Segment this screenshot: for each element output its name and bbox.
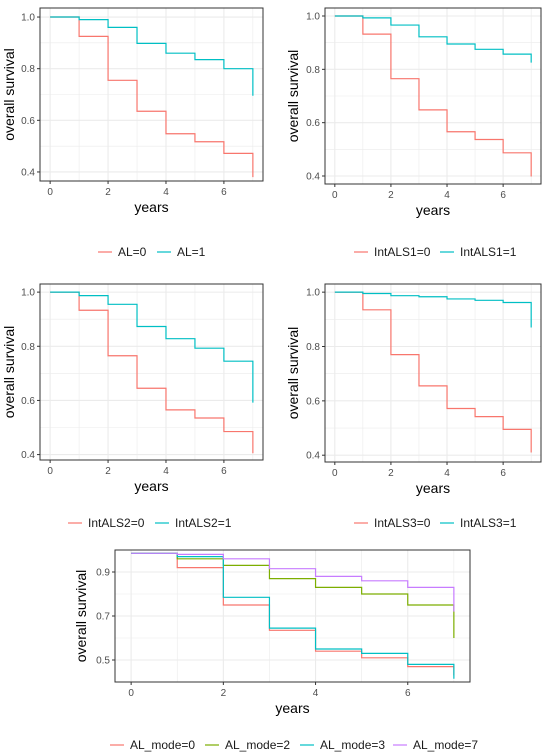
y-tick-label: 0.8 <box>21 64 35 75</box>
y-tick-label: 0.9 <box>96 568 110 579</box>
legend-label: IntALS1=0 <box>374 245 431 259</box>
y-tick-label: 0.4 <box>306 451 320 462</box>
y-tick-label: 1.0 <box>306 12 320 23</box>
series-line-4 <box>131 552 455 612</box>
legend-label: IntALS1=1 <box>460 245 517 259</box>
y-tick-label: 0.8 <box>21 342 35 353</box>
y-axis-label: overall survival <box>1 48 17 141</box>
plot-frame <box>39 283 264 461</box>
x-axis-label: years <box>416 202 450 218</box>
y-tick-label: 0.4 <box>21 167 35 178</box>
y-tick-label: 1.0 <box>21 288 35 299</box>
y-axis-label: overall survival <box>285 50 301 143</box>
y-tick-label: 0.6 <box>306 118 320 129</box>
y-tick-label: 0.6 <box>21 396 35 407</box>
series-line-3 <box>131 552 455 679</box>
series-line-1 <box>334 291 532 453</box>
x-tick-label: 0 <box>47 187 53 198</box>
chart-panel-4: 0 2 4 6 0.4 0.6 0.8 1.0 years overall survival Int… <box>285 283 542 530</box>
y-axis-label: overall survival <box>73 570 89 663</box>
series-line-1 <box>50 16 254 178</box>
x-tick-label: 6 <box>221 466 227 477</box>
x-tick-label: 4 <box>444 468 450 479</box>
series-line-1 <box>50 291 254 454</box>
y-tick-label: 1.0 <box>306 288 320 299</box>
x-tick-label: 0 <box>128 688 134 699</box>
legend-label: AL_mode=0 <box>130 738 195 752</box>
legend-label: AL_mode=3 <box>320 738 385 752</box>
x-axis-label: years <box>134 478 168 494</box>
x-axis-label: years <box>275 700 309 716</box>
x-tick-label: 2 <box>388 468 394 479</box>
y-tick-label: 0.8 <box>306 65 320 76</box>
y-tick-label: 0.6 <box>21 116 35 127</box>
legend-label: AL=1 <box>177 245 206 259</box>
chart-panel-5: 0 2 4 6 0.5 0.7 0.9 years overall survival AL_mod… <box>73 549 478 752</box>
legend-label: AL_mode=7 <box>413 738 478 752</box>
legend-label: AL_mode=2 <box>225 738 290 752</box>
x-tick-label: 2 <box>221 688 227 699</box>
y-tick-label: 0.8 <box>306 342 320 353</box>
chart-panel-2: 0 2 4 6 0.4 0.6 0.8 1.0 years overall survival Int… <box>285 7 542 259</box>
x-tick-label: 4 <box>444 190 450 201</box>
x-tick-label: 6 <box>405 688 411 699</box>
x-tick-label: 6 <box>500 468 506 479</box>
x-tick-label: 4 <box>163 187 169 198</box>
series-line-2 <box>50 16 254 96</box>
y-tick-label: 0.6 <box>306 396 320 407</box>
y-tick-label: 0.4 <box>306 172 320 183</box>
legend-label: IntALS3=0 <box>374 516 431 530</box>
legend-label: IntALS3=1 <box>460 516 517 530</box>
x-tick-label: 6 <box>500 190 506 201</box>
series-line-2 <box>50 291 254 403</box>
x-tick-label: 2 <box>388 190 394 201</box>
chart-panel-1: 0 2 4 6 0.4 0.6 0.8 1.0 years overall survival AL=… <box>1 7 264 259</box>
series-line-2 <box>334 291 532 328</box>
x-tick-label: 0 <box>332 190 338 201</box>
plot-frame <box>39 7 264 182</box>
y-tick-label: 0.5 <box>96 656 110 667</box>
x-tick-label: 0 <box>47 466 53 477</box>
y-tick-label: 0.4 <box>21 450 35 461</box>
series-line-1 <box>334 15 532 177</box>
x-tick-label: 0 <box>332 468 338 479</box>
plot-frame <box>324 283 542 463</box>
x-axis-label: years <box>416 480 450 496</box>
legend-label: IntALS2=1 <box>175 516 232 530</box>
series-line-2 <box>131 552 455 638</box>
x-axis-label: years <box>134 199 168 215</box>
x-tick-label: 2 <box>105 187 111 198</box>
legend-label: AL=0 <box>118 245 147 259</box>
y-axis-label: overall survival <box>285 327 301 420</box>
legend-label: IntALS2=0 <box>88 516 145 530</box>
y-tick-label: 0.7 <box>96 612 110 623</box>
y-axis-label: overall survival <box>1 326 17 419</box>
x-tick-label: 2 <box>105 466 111 477</box>
plot-frame <box>324 7 542 185</box>
x-tick-label: 4 <box>313 688 319 699</box>
chart-panel-3: 0 2 4 6 0.4 0.6 0.8 1.0 years overall survival Int… <box>1 283 264 530</box>
x-tick-label: 4 <box>163 466 169 477</box>
series-line-2 <box>334 15 532 63</box>
y-tick-label: 1.0 <box>21 13 35 24</box>
x-tick-label: 6 <box>221 187 227 198</box>
